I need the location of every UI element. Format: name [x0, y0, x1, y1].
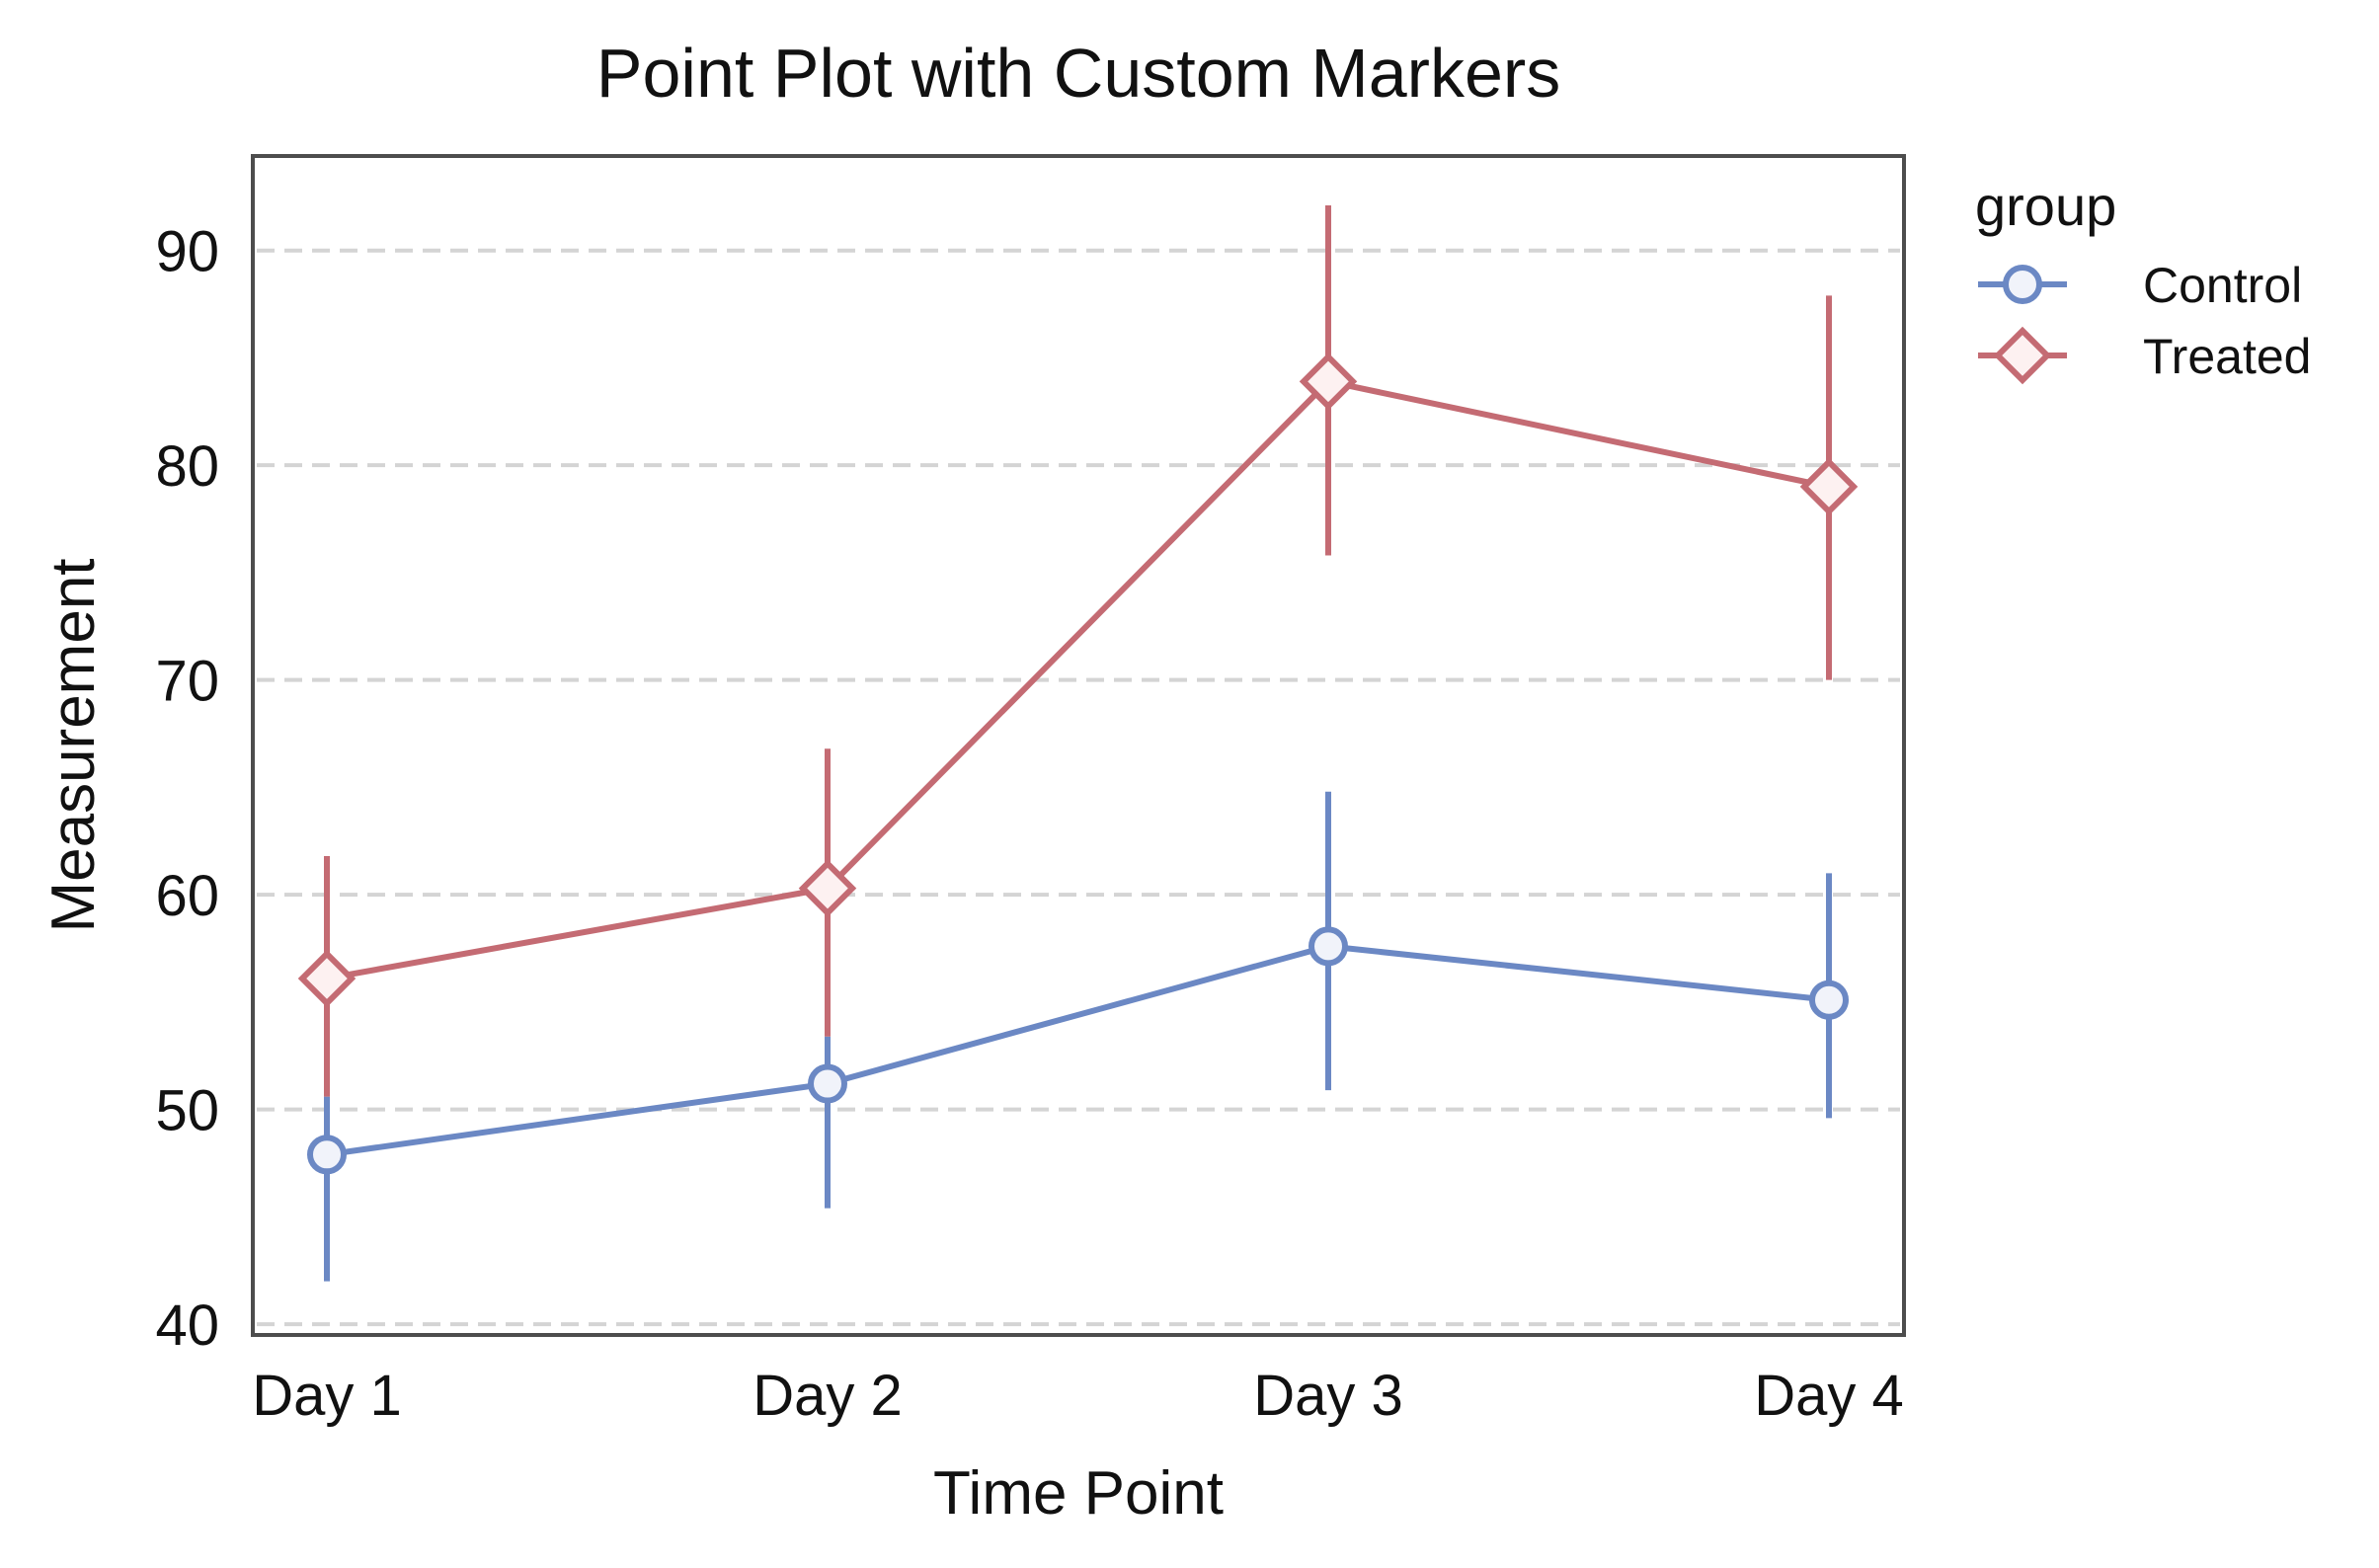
y-tick-label: 50 [155, 1079, 219, 1143]
legend-label: Control [2143, 258, 2302, 313]
y-tick-label: 80 [155, 434, 219, 499]
y-axis-ticks: 40 50 60 70 80 90 [155, 220, 219, 1358]
plot-frame [251, 154, 1906, 1337]
legend: group Control Treated [1975, 175, 2311, 385]
treated-line [326, 378, 1830, 981]
control-line [326, 943, 1830, 1158]
legend-marker-diamond-icon [1993, 326, 2052, 385]
plot-area-series [297, 205, 1859, 1282]
x-tick-label: Day 3 [1253, 1364, 1403, 1428]
legend-title: group [1975, 175, 2116, 237]
x-tick-label: Day 1 [252, 1364, 402, 1428]
treated-point-diamond [1299, 353, 1358, 411]
series-control [307, 791, 1849, 1282]
chart-title: Point Plot with Custom Markers [596, 35, 1560, 112]
treated-point-diamond [798, 859, 857, 917]
y-tick-label: 60 [155, 864, 219, 928]
y-tick-label: 90 [155, 220, 219, 284]
control-point-circle [1308, 926, 1348, 967]
treated-point-diamond [297, 949, 357, 1008]
y-axis-label: Measurement [40, 558, 108, 932]
series-treated [297, 205, 1859, 1097]
y-tick-label: 40 [155, 1294, 219, 1358]
legend-item-control[interactable]: Control [1978, 258, 2302, 313]
control-point-circle [307, 1135, 347, 1175]
legend-marker-circle-icon [2003, 265, 2042, 304]
x-axis-label: Time Point [933, 1459, 1224, 1528]
x-tick-label: Day 4 [1754, 1364, 1904, 1428]
x-axis-ticks: Day 1 Day 2 Day 3 Day 4 [252, 1364, 1904, 1428]
y-tick-label: 70 [155, 650, 219, 714]
x-tick-label: Day 2 [753, 1364, 903, 1428]
legend-items: Control Treated [1978, 258, 2311, 385]
control-point-circle [808, 1063, 847, 1104]
gridlines [257, 248, 1900, 1327]
legend-item-treated[interactable]: Treated [1978, 326, 2311, 385]
treated-point-diamond [1799, 457, 1859, 516]
control-point-circle [1809, 980, 1849, 1020]
legend-label: Treated [2143, 329, 2311, 384]
